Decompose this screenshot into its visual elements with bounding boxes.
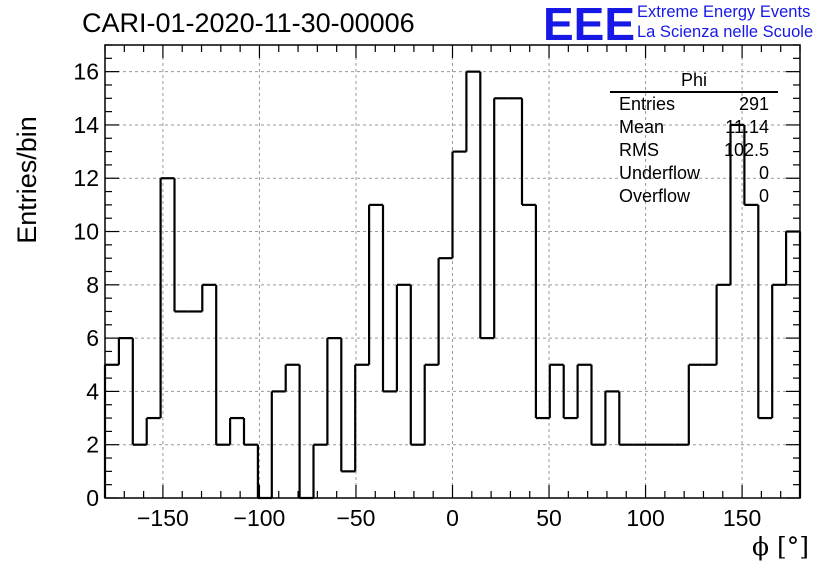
- logo-caption: Extreme Energy Events La Scienza nelle S…: [637, 2, 813, 42]
- y-tick-label: 0: [86, 485, 99, 511]
- x-tick-label: 100: [626, 505, 664, 531]
- stats-title: Phi: [610, 70, 778, 93]
- x-tick-label: 150: [723, 505, 761, 531]
- y-tick-label: 14: [73, 112, 99, 138]
- y-tick-label: 16: [73, 59, 99, 85]
- x-tick-label: −50: [336, 505, 375, 531]
- stats-row-mean: Mean 11.14: [610, 116, 778, 139]
- y-tick-label: 8: [86, 272, 99, 298]
- y-tick-label: 6: [86, 325, 99, 351]
- x-tick-label: 0: [446, 505, 459, 531]
- x-tick-label: −150: [137, 505, 189, 531]
- y-tick-label: 2: [86, 432, 99, 458]
- eee-logo: EEE: [543, 0, 635, 46]
- stats-value: 0: [758, 186, 769, 206]
- stats-label: RMS: [619, 140, 659, 160]
- logo-mark: EEE: [543, 0, 635, 46]
- x-tick-label: 50: [536, 505, 562, 531]
- y-tick-label: 12: [73, 165, 99, 191]
- stats-row-entries: Entries 291: [610, 93, 778, 116]
- y-axis-label-text: Entries/bin: [12, 116, 42, 244]
- stats-box: Phi Entries 291 Mean 11.14 RMS 102.5 Und…: [610, 70, 778, 208]
- logo-line1: Extreme Energy Events: [637, 3, 811, 21]
- stats-row-rms: RMS 102.5: [610, 139, 778, 162]
- stats-label: Mean: [619, 117, 665, 137]
- x-tick-label: −100: [234, 505, 286, 531]
- stats-value: 0: [758, 163, 769, 183]
- stats-value: 291: [738, 94, 769, 114]
- stats-value: 11.14: [725, 117, 769, 137]
- stats-value: 102.5: [723, 140, 769, 160]
- stats-label: Entries: [619, 94, 676, 114]
- y-tick-label: 10: [73, 219, 99, 245]
- y-tick-label: 4: [86, 378, 99, 404]
- stats-row-overflow: Overflow 0: [610, 185, 778, 208]
- stats-label: Underflow: [619, 163, 701, 183]
- stats-label: Overflow: [619, 186, 691, 206]
- plot-title: CARI-01-2020-11-30-00006: [82, 8, 415, 38]
- y-axis-label: Entries/bin: [12, 116, 42, 244]
- stats-row-underflow: Underflow 0: [610, 162, 778, 185]
- x-axis-label: ϕ [°]: [752, 532, 809, 561]
- logo-line2: La Scienza nelle Scuole: [637, 23, 814, 41]
